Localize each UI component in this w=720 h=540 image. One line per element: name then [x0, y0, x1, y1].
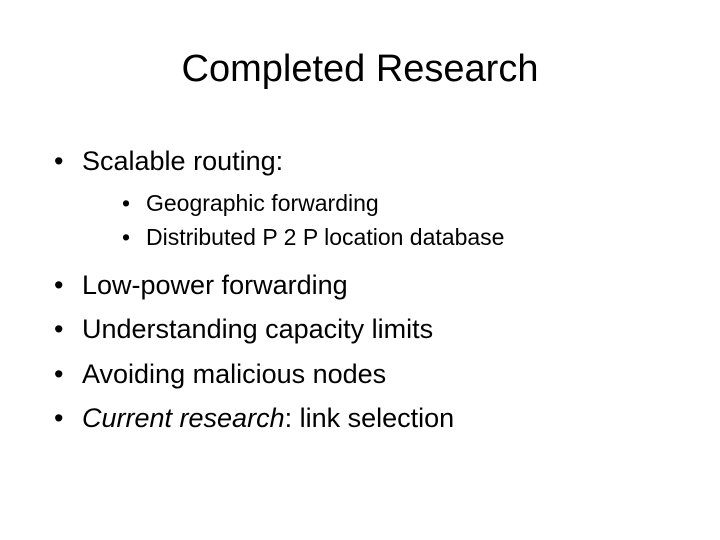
- bullet-rest: : link selection: [285, 403, 455, 433]
- bullet-item: Understanding capacity limits: [54, 309, 690, 350]
- bullet-text: Scalable routing:: [82, 146, 283, 176]
- sub-bullet-item: Geographic forwarding: [122, 186, 690, 221]
- sub-bullet-list: Geographic forwarding Distributed P 2 P …: [82, 186, 690, 255]
- bullet-item: Scalable routing: Geographic forwarding …: [54, 141, 690, 255]
- bullet-item: Avoiding malicious nodes: [54, 354, 690, 395]
- bullet-item: Low-power forwarding: [54, 265, 690, 306]
- bullet-italic-prefix: Current research: [82, 403, 285, 433]
- sub-bullet-item: Distributed P 2 P location database: [122, 220, 690, 255]
- bullet-item: Current research: link selection: [54, 398, 690, 439]
- bullet-list: Scalable routing: Geographic forwarding …: [30, 141, 690, 439]
- slide-title: Completed Research: [30, 48, 690, 91]
